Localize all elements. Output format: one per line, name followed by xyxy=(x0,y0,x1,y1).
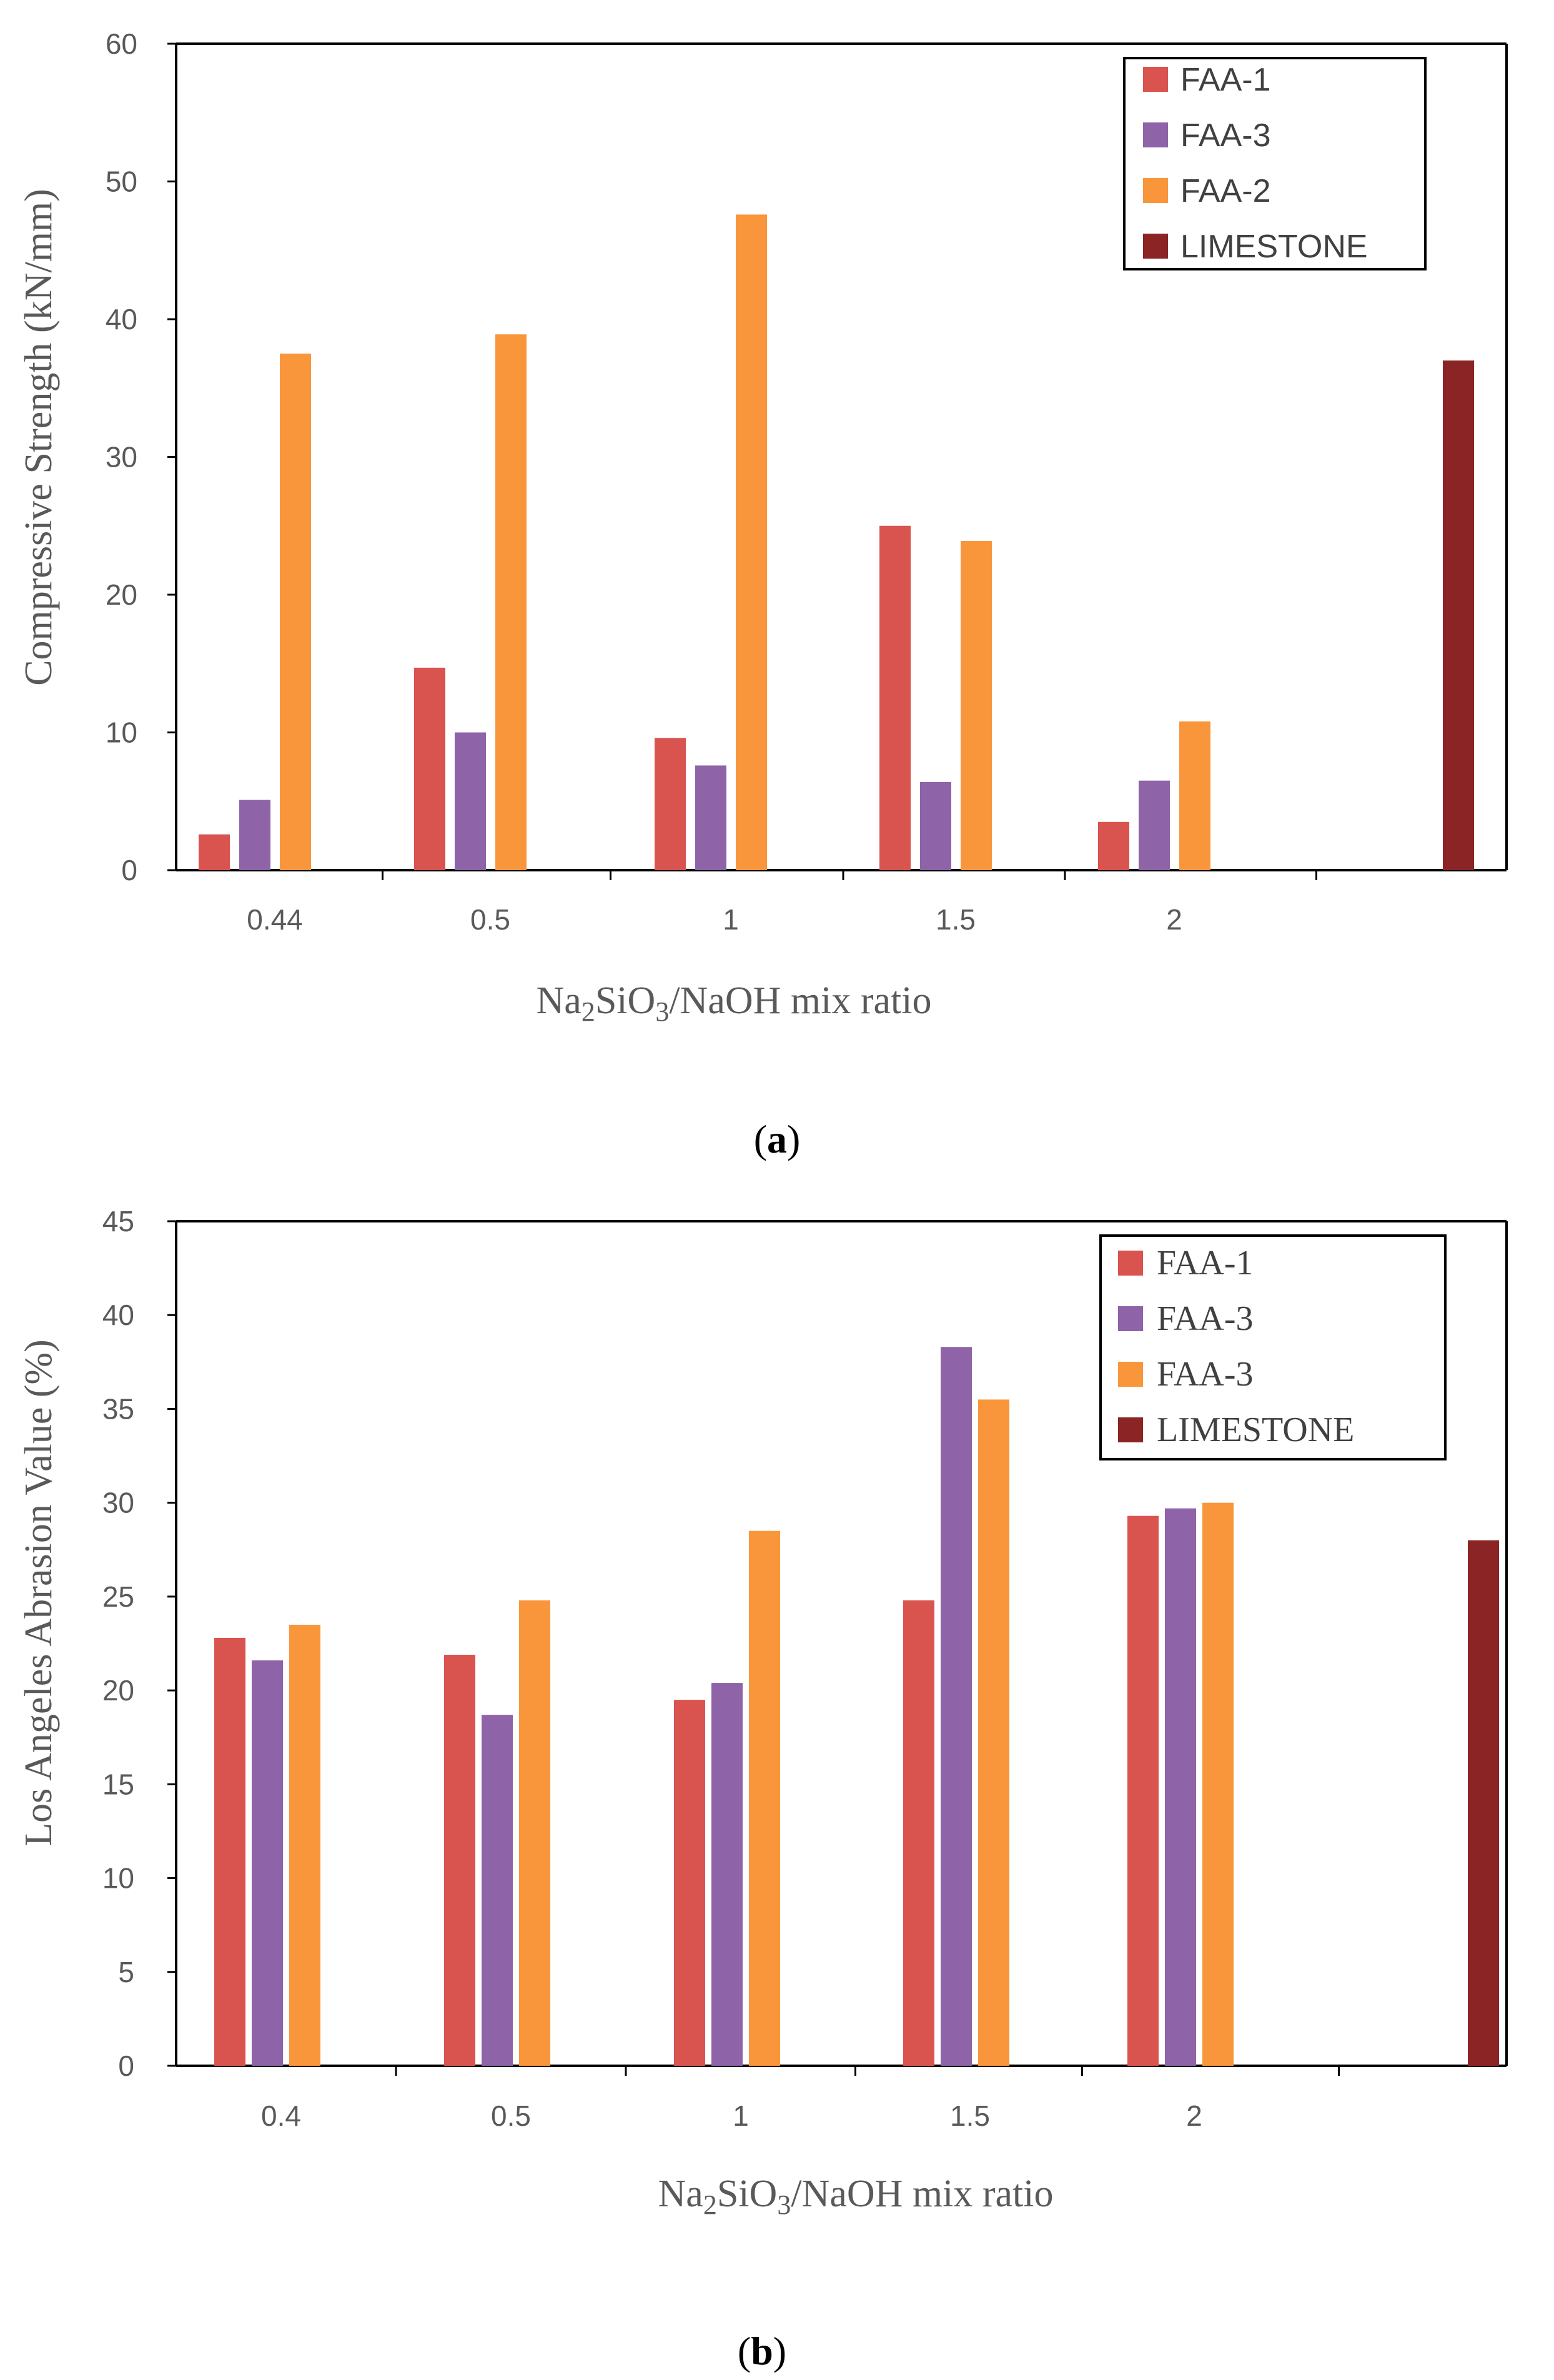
chart-b-y-tick-label: 45 xyxy=(102,1205,134,1237)
chart-a-x-tick-label: 1.5 xyxy=(936,903,976,936)
chart-a: Compressive Strength (kN/mm) Na2SiO3/NaO… xyxy=(17,27,1508,1161)
chart-a-bar-faa-3 xyxy=(920,781,951,870)
chart-a-bar-faa-2 xyxy=(280,354,311,870)
chart-b-y-tick-label: 0 xyxy=(118,2050,134,2082)
chart-b-y-tick-label: 25 xyxy=(102,1580,134,1613)
chart-a-bar-faa-1 xyxy=(199,834,230,870)
chart-a-y-tick-label: 10 xyxy=(106,716,137,749)
chart-b-bar-faa-3 xyxy=(252,1660,283,2066)
chart-a-legend-swatch xyxy=(1143,67,1168,92)
chart-a-bar-faa-2 xyxy=(736,214,767,870)
chart-b-legend-label: FAA-3 xyxy=(1157,1299,1254,1338)
chart-a-bar-faa-3 xyxy=(455,732,486,870)
chart-b-bar-faa-3 xyxy=(711,1683,743,2066)
chart-a-bar-faa-3 xyxy=(695,765,726,870)
chart-b-bar-faa-3 xyxy=(941,1347,972,2066)
chart-a-x-axis-label: Na2SiO3/NaOH mix ratio xyxy=(537,979,932,1027)
chart-b-x-tick-label: 1 xyxy=(733,2100,749,2132)
chart-b-bar-faa-1 xyxy=(903,1600,934,2066)
chart-b-bar-faa-3 xyxy=(1165,1508,1196,2066)
chart-a-bar-faa-2 xyxy=(495,334,527,870)
chart-b-legend-label: LIMESTONE xyxy=(1157,1411,1354,1449)
chart-b-legend-label: FAA-1 xyxy=(1157,1244,1254,1282)
chart-a-bar-faa-1 xyxy=(414,667,445,870)
chart-a-bar-faa-3 xyxy=(239,800,270,870)
chart-a-x-tick-label: 1 xyxy=(723,903,739,936)
chart-b-bar-faa-3 xyxy=(749,1530,780,2066)
chart-a-legend-swatch xyxy=(1143,122,1168,147)
chart-b-x-axis-label: Na2SiO3/NaOH mix ratio xyxy=(658,2173,1054,2220)
chart-b-bar-faa-3 xyxy=(1202,1502,1234,2066)
chart-b-legend-label: FAA-3 xyxy=(1157,1355,1254,1394)
chart-b-panel-caption: (b) xyxy=(738,2329,786,2373)
chart-b-legend-swatch xyxy=(1118,1417,1143,1442)
chart-a-panel-caption: (a) xyxy=(754,1117,801,1161)
chart-b: Los Angeles Abrasion Value (%) Na2SiO3/N… xyxy=(17,1205,1508,2373)
chart-a-legend-box xyxy=(1123,57,1427,270)
chart-b-legend-swatch xyxy=(1118,1306,1143,1331)
chart-a-y-tick-label: 50 xyxy=(106,166,137,198)
chart-b-y-tick-label: 30 xyxy=(102,1487,134,1519)
chart-b-y-tick-label: 40 xyxy=(102,1299,134,1331)
chart-a-x-tick-label: 0.44 xyxy=(247,903,303,936)
chart-b-y-tick-label: 5 xyxy=(118,1956,134,1988)
chart-b-bar-faa-1 xyxy=(1127,1515,1159,2066)
chart-a-y-tick-label: 30 xyxy=(106,441,137,474)
chart-b-bar-limestone xyxy=(1468,1540,1499,2066)
chart-a-bar-faa-3 xyxy=(1139,780,1170,870)
chart-a-y-tick-label: 0 xyxy=(121,854,137,886)
chart-a-legend-label: FAA-2 xyxy=(1180,173,1271,209)
chart-a-bar-faa-2 xyxy=(961,541,992,870)
chart-a-legend-swatch xyxy=(1143,178,1168,203)
chart-a-legend-swatch xyxy=(1143,234,1168,259)
chart-a-bar-faa-1 xyxy=(655,738,686,870)
chart-b-bar-faa-3 xyxy=(482,1715,513,2066)
chart-a-x-tick-label: 0.5 xyxy=(470,903,510,936)
chart-b-x-tick-label: 0.5 xyxy=(491,2100,531,2132)
chart-b-bar-faa-3 xyxy=(519,1600,550,2066)
chart-b-y-tick-label: 20 xyxy=(102,1674,134,1707)
chart-a-legend-label: LIMESTONE xyxy=(1180,229,1368,265)
chart-a-y-tick-label: 20 xyxy=(106,578,137,611)
chart-b-bar-faa-1 xyxy=(674,1700,705,2066)
chart-a-bar-faa-2 xyxy=(1179,721,1210,870)
chart-a-legend-label: FAA-3 xyxy=(1180,117,1271,154)
chart-a-legend-label: FAA-1 xyxy=(1180,62,1271,98)
chart-a-y-tick-label: 40 xyxy=(106,303,137,335)
chart-a-y-axis-label: Compressive Strength (kN/mm) xyxy=(17,189,60,686)
chart-a-bar-faa-1 xyxy=(1098,821,1129,870)
chart-a-bar-faa-1 xyxy=(879,525,911,870)
chart-a-x-tick-label: 2 xyxy=(1166,903,1182,936)
chart-b-y-tick-label: 15 xyxy=(102,1768,134,1800)
chart-b-legend-swatch xyxy=(1118,1362,1143,1387)
chart-a-bar-limestone xyxy=(1443,360,1474,870)
chart-b-x-tick-label: 1.5 xyxy=(950,2100,990,2132)
chart-b-y-axis-label: Los Angeles Abrasion Value (%) xyxy=(17,1339,60,1847)
chart-b-bar-faa-3 xyxy=(289,1624,320,2066)
chart-b-bar-faa-3 xyxy=(978,1399,1009,2066)
chart-b-legend-swatch xyxy=(1118,1251,1143,1276)
chart-b-bar-faa-1 xyxy=(444,1655,475,2066)
chart-b-legend-box xyxy=(1099,1234,1447,1460)
chart-a-y-tick-label: 60 xyxy=(106,27,137,60)
chart-b-x-tick-label: 0.4 xyxy=(261,2100,301,2132)
chart-b-y-tick-label: 10 xyxy=(102,1862,134,1895)
chart-b-x-tick-label: 2 xyxy=(1186,2100,1202,2132)
chart-b-bar-faa-1 xyxy=(214,1637,245,2066)
chart-b-y-tick-label: 35 xyxy=(102,1392,134,1425)
